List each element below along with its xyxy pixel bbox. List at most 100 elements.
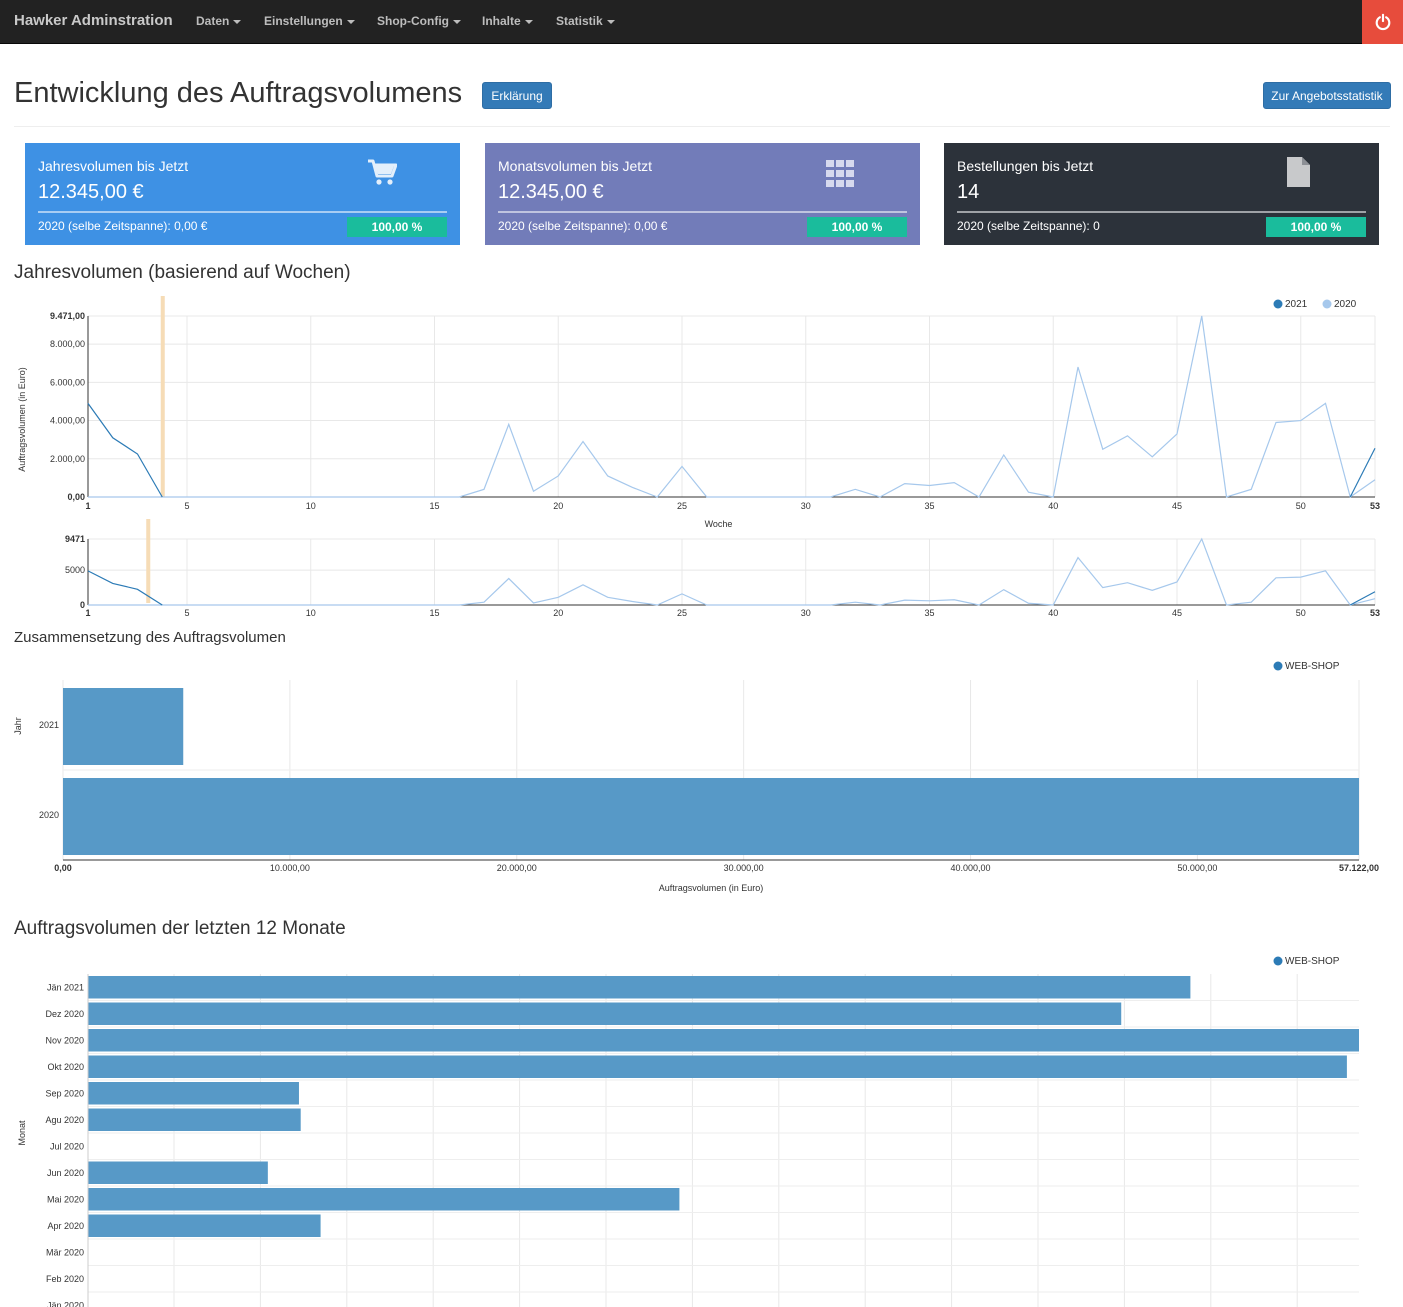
x-tick-label: 57.122,00: [1339, 863, 1379, 873]
y-tick-label: 2021: [39, 720, 59, 730]
y-tick-label: Jun 2020: [47, 1168, 84, 1178]
legend-label: WEB-SHOP: [1285, 661, 1340, 672]
stat-compare: 2020 (selbe Zeitspanne): 0,00 €: [38, 219, 208, 233]
y-tick-label: 8.000,00: [50, 339, 85, 349]
bar-Agu 2020: [88, 1108, 301, 1131]
legend-marker: [1273, 956, 1283, 966]
stat-compare: 2020 (selbe Zeitspanne): 0,00 €: [498, 219, 668, 233]
y-tick-label: 5000: [65, 565, 85, 575]
composition-chart[interactable]: 0,00 10.000,00 20.000,00 30.000,00 40.000,00…: [0, 650, 1403, 900]
y-tick-label: 6.000,00: [50, 377, 85, 387]
legend-marker: [1322, 299, 1332, 309]
x-tick-label: 10.000,00: [270, 863, 310, 873]
legend-label: WEB-SHOP: [1285, 956, 1340, 967]
bar-Nov 2020: [88, 1029, 1359, 1052]
bar-Mai 2020: [88, 1188, 680, 1211]
x-tick-label: 30: [801, 608, 811, 618]
x-tick-label: 40: [1048, 608, 1058, 618]
legend-label: 2020: [1334, 299, 1357, 310]
x-tick-label: 20.000,00: [497, 863, 537, 873]
x-axis-label: Woche: [705, 519, 733, 529]
explain-button[interactable]: Erklärung: [482, 82, 552, 109]
y-tick-label: 9.471,00: [50, 311, 85, 321]
y-tick-label: Agu 2020: [45, 1115, 84, 1125]
x-tick-label: 20: [553, 608, 563, 618]
stat-card-monthly-volume: Monatsvolumen bis Jetzt 12.345,00 € 2020…: [485, 143, 920, 245]
y-tick-label: 2020: [39, 810, 59, 820]
header-divider: [14, 126, 1390, 127]
series-line-2020: [88, 315, 1376, 498]
x-tick-label: 0,00: [54, 863, 72, 873]
stat-card-yearly-volume: Jahresvolumen bis Jetzt 12.345,00 € 2020…: [25, 143, 460, 245]
x-tick-label: 10: [306, 501, 316, 511]
navigator-line-2020: [88, 537, 1376, 606]
navigator-range-marker: [146, 519, 151, 603]
logout-button[interactable]: [1362, 0, 1403, 44]
y-tick-label: Dez 2020: [45, 1009, 84, 1019]
y-tick-label: 0: [80, 600, 85, 610]
x-tick-label: 5: [184, 608, 189, 618]
x-tick-label: 35: [924, 501, 934, 511]
power-icon: [1375, 13, 1390, 31]
menu-shop-config-label: Shop-Config: [377, 14, 449, 28]
bar-Dez 2020: [88, 1002, 1122, 1025]
legend-label: 2021: [1285, 299, 1308, 310]
stat-separator: [498, 211, 907, 213]
x-tick-label: 20: [553, 501, 563, 511]
y-tick-label: Nov 2020: [45, 1035, 84, 1045]
bar-Apr 2020: [88, 1214, 321, 1237]
legend-marker: [1273, 661, 1283, 671]
x-tick-label: 30: [801, 501, 811, 511]
series-line-2021: [87, 403, 163, 498]
x-tick-label: 15: [429, 608, 439, 618]
x-tick-label: 5: [184, 501, 189, 511]
menu-statistik-label: Statistik: [556, 14, 603, 28]
menu-einstellungen[interactable]: Einstellungen: [264, 14, 355, 28]
monthly-volume-title: Auftragsvolumen der letzten 12 Monate: [14, 918, 346, 939]
bar-Jun 2020: [88, 1161, 268, 1184]
shopping-cart-icon: [367, 157, 398, 192]
navigator-line-2021: [87, 570, 163, 606]
y-tick-label: Jän 2020: [47, 1300, 84, 1307]
y-tick-label: Apr 2020: [47, 1221, 84, 1231]
menu-statistik[interactable]: Statistik: [556, 14, 615, 28]
bar-Okt 2020: [88, 1055, 1347, 1078]
y-tick-label: Feb 2020: [46, 1274, 84, 1284]
x-tick-label: 1: [85, 608, 90, 618]
chevron-down-icon: [524, 19, 533, 24]
x-tick-label: 45: [1172, 608, 1182, 618]
y-axis-label: Auftragsvolumen (in Euro): [17, 367, 27, 472]
y-tick-label: Mär 2020: [46, 1247, 84, 1257]
x-tick-label: 15: [429, 501, 439, 511]
y-tick-label: Okt 2020: [47, 1062, 84, 1072]
menu-daten[interactable]: Daten: [196, 14, 242, 28]
chevron-down-icon: [606, 19, 615, 24]
y-tick-label: 0,00: [67, 492, 85, 502]
brand-title[interactable]: Hawker Adminstration: [14, 12, 173, 29]
bar-2020: [63, 778, 1359, 855]
menu-shop-config[interactable]: Shop-Config: [377, 14, 461, 28]
menu-inhalte[interactable]: Inhalte: [482, 14, 533, 28]
chevron-down-icon: [233, 19, 242, 24]
x-tick-label: 40.000,00: [951, 863, 991, 873]
navigator-line-2021-tail: [1349, 591, 1376, 606]
monthly-volume-chart[interactable]: Jän 2021 Dez 2020 Nov 2020 Okt 2020 Sep 2020…: [0, 945, 1403, 1307]
stat-label: Jahresvolumen bis Jetzt: [38, 158, 189, 174]
weekly-volume-chart[interactable]: 0,00 2.000,00 4.000,00 6.000,00 8.000,00 9.47…: [0, 290, 1403, 630]
x-tick-label: 45: [1172, 501, 1182, 511]
stat-separator: [38, 211, 447, 213]
x-tick-label: 10: [306, 608, 316, 618]
composition-title: Zusammensetzung des Auftragsvolumen: [14, 629, 286, 646]
stat-value: 12.345,00 €: [498, 181, 604, 203]
offer-stats-button[interactable]: Zur Angebotsstatistik: [1263, 82, 1391, 109]
stat-value: 12.345,00 €: [38, 181, 144, 203]
x-tick-label: 50: [1296, 608, 1306, 618]
y-axis-label: Monat: [17, 1120, 27, 1146]
stat-percent-badge: 100,00 %: [807, 217, 907, 237]
current-week-marker: [160, 296, 165, 497]
menu-inhalte-label: Inhalte: [482, 14, 521, 28]
x-tick-label: 35: [924, 608, 934, 618]
file-icon: [1287, 157, 1311, 192]
x-tick-label: 50.000,00: [1177, 863, 1217, 873]
y-tick-label: Sep 2020: [45, 1088, 84, 1098]
